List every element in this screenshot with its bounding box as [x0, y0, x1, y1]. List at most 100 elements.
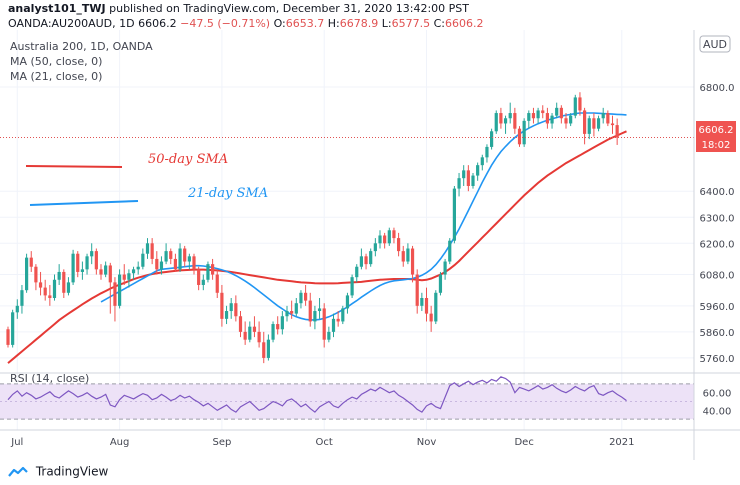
sma21-annotation-line	[29, 200, 139, 206]
candle	[85, 253, 89, 275]
legend-ma50[interactable]: MA (50, close, 0)	[10, 55, 102, 68]
price-tick-label: 5860.0	[700, 328, 735, 339]
high-value: 6678.9	[339, 17, 379, 30]
candle	[494, 110, 498, 134]
candle	[327, 326, 331, 343]
candle-body	[34, 266, 38, 283]
time-axis[interactable]: Jul Aug Sep Oct Nov Dec 2021	[10, 437, 634, 448]
candle-body	[355, 266, 359, 278]
candle-body	[38, 282, 43, 288]
candle-body	[183, 248, 187, 262]
candle-body	[322, 308, 326, 340]
candle-body	[596, 118, 601, 129]
candle	[104, 261, 108, 278]
candle-body	[108, 265, 112, 283]
candle	[52, 274, 57, 301]
candle-body	[99, 269, 103, 275]
candle-body	[499, 113, 503, 124]
candle-body	[141, 253, 145, 267]
candle	[131, 266, 136, 280]
candle	[206, 261, 210, 283]
candle-body	[187, 256, 191, 262]
price-chart[interactable]: 5760.0 5860.0 5960.0 6080.0 6200.0 6300.0 6400…	[0, 30, 740, 460]
candle	[38, 271, 43, 296]
candle-body	[327, 331, 331, 340]
candle-body	[234, 303, 238, 317]
candle-body	[527, 113, 531, 121]
candle-body	[490, 131, 494, 147]
candle	[578, 92, 582, 116]
candle-body	[438, 274, 443, 293]
candle-body	[11, 312, 15, 345]
publisher-name[interactable]: analyst101_TWJ	[8, 2, 106, 15]
legend-rsi[interactable]: RSI (14, close)	[10, 372, 89, 385]
rsi-pane	[0, 383, 694, 420]
time-tick-label: Jul	[10, 437, 23, 448]
candle	[164, 243, 168, 265]
candle-body	[531, 113, 536, 119]
candle-body	[43, 287, 47, 296]
price-axis[interactable]: 5760.0 5860.0 5960.0 6080.0 6200.0 6300.0 6400…	[700, 83, 735, 417]
candle	[424, 287, 429, 322]
candle-body	[164, 251, 168, 262]
candle-body	[345, 295, 350, 309]
candle	[187, 253, 191, 270]
candle-body	[243, 331, 247, 340]
candle	[108, 262, 112, 314]
brand-name[interactable]: TradingView	[35, 464, 109, 479]
candle-body	[331, 318, 336, 332]
candle-body	[224, 311, 229, 319]
time-tick-label: Aug	[110, 437, 130, 448]
candle	[415, 269, 419, 314]
footer: TradingView	[8, 463, 108, 479]
candle	[438, 271, 443, 296]
tradingview-logo-icon[interactable]	[8, 466, 28, 478]
candle	[11, 309, 15, 348]
candles	[6, 92, 619, 364]
candle	[392, 227, 396, 244]
candle-body	[276, 324, 280, 330]
candle-body	[280, 316, 284, 330]
candle	[285, 305, 289, 322]
candle	[136, 261, 140, 275]
candle	[596, 115, 601, 132]
candle-body	[15, 305, 19, 313]
candle	[527, 110, 531, 129]
rsi-tick-label: 40.00	[703, 406, 732, 417]
candle-body	[448, 240, 452, 262]
candle-body	[462, 170, 466, 179]
candle	[434, 290, 438, 325]
candle	[536, 107, 540, 124]
legend-ma21[interactable]: MA (21, close, 0)	[10, 70, 102, 83]
symbol[interactable]: OANDA:AU200AUD,	[8, 17, 116, 30]
candle-body	[313, 311, 317, 322]
candle	[573, 94, 577, 119]
candle	[387, 227, 391, 246]
candle-body	[443, 261, 447, 275]
candle-body	[201, 279, 205, 285]
candle-body	[173, 258, 177, 270]
header: analyst101_TWJ published on TradingView.…	[0, 0, 740, 34]
candle	[541, 105, 545, 119]
candle-body	[248, 326, 252, 340]
close-value: 6606.2	[444, 17, 484, 30]
ma50-line	[7, 130, 627, 364]
candle-body	[387, 230, 391, 244]
candle	[350, 274, 354, 299]
candle-body	[113, 282, 117, 306]
candle-body	[85, 256, 89, 270]
candle	[43, 279, 47, 301]
candle-body	[317, 308, 322, 312]
candle-body	[485, 146, 489, 158]
candle-body	[392, 230, 396, 239]
candle	[359, 248, 363, 270]
candle-body	[578, 97, 582, 111]
candle-body	[104, 265, 108, 275]
currency-badge[interactable]	[699, 35, 731, 53]
candle	[615, 118, 619, 145]
candle-body	[150, 243, 154, 259]
price-tick-label: 6200.0	[700, 239, 735, 250]
candle	[20, 284, 24, 314]
candle	[410, 245, 415, 283]
open-value: 6653.7	[285, 17, 325, 30]
